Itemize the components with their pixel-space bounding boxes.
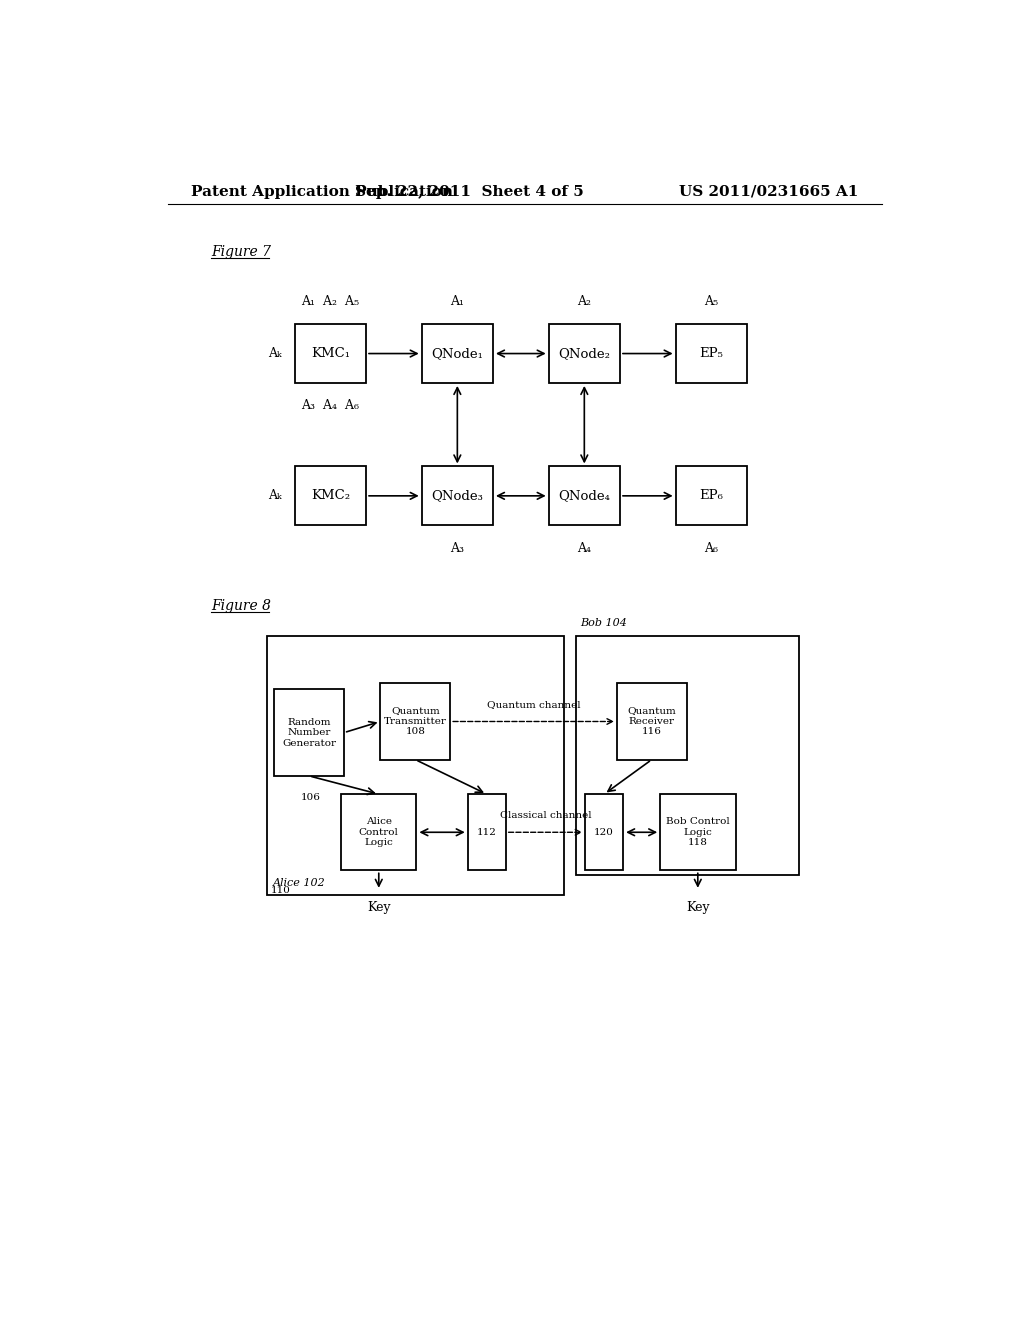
Bar <box>295 325 367 383</box>
Bar <box>274 689 344 776</box>
Bar <box>585 795 624 870</box>
Text: A₆: A₆ <box>705 541 718 554</box>
Bar <box>660 795 735 870</box>
Bar <box>267 636 564 895</box>
Bar <box>549 325 620 383</box>
Text: QNode₁: QNode₁ <box>431 347 483 360</box>
Text: Figure 7: Figure 7 <box>211 246 271 259</box>
Text: Bob 104: Bob 104 <box>581 618 628 628</box>
Text: Quantum
Transmitter
108: Quantum Transmitter 108 <box>384 706 446 737</box>
Text: Quantum channel: Quantum channel <box>486 701 581 709</box>
Text: QNode₂: QNode₂ <box>558 347 610 360</box>
Text: Classical channel: Classical channel <box>500 810 591 820</box>
Text: Key: Key <box>686 900 710 913</box>
Text: EP₆: EP₆ <box>699 490 723 503</box>
Text: 110: 110 <box>270 886 291 895</box>
Text: KMC₁: KMC₁ <box>311 347 350 360</box>
Text: KMC₂: KMC₂ <box>311 490 350 503</box>
Bar <box>295 466 367 525</box>
Text: Figure 8: Figure 8 <box>211 598 271 612</box>
Text: A₃: A₃ <box>451 541 464 554</box>
Text: A₅: A₅ <box>705 294 719 308</box>
Text: A₁  A₂  A₅: A₁ A₂ A₅ <box>301 294 359 308</box>
Bar <box>380 684 451 759</box>
Bar <box>616 684 687 759</box>
Bar <box>676 466 746 525</box>
Text: Aₖ: Aₖ <box>268 490 282 503</box>
Text: Alice 102: Alice 102 <box>272 878 326 888</box>
Text: QNode₄: QNode₄ <box>558 490 610 503</box>
Text: 112: 112 <box>477 828 497 837</box>
Text: Bob Control
Logic
118: Bob Control Logic 118 <box>666 817 730 847</box>
Bar <box>422 325 494 383</box>
Bar <box>577 636 799 875</box>
Bar <box>676 325 746 383</box>
Text: QNode₃: QNode₃ <box>431 490 483 503</box>
Text: Key: Key <box>367 900 390 913</box>
Text: 106: 106 <box>301 793 321 803</box>
Bar <box>422 466 494 525</box>
Text: 120: 120 <box>594 828 614 837</box>
Bar <box>341 795 417 870</box>
Text: Sep. 22, 2011  Sheet 4 of 5: Sep. 22, 2011 Sheet 4 of 5 <box>355 185 584 199</box>
Text: A₃  A₄  A₆: A₃ A₄ A₆ <box>301 399 359 412</box>
Text: EP₅: EP₅ <box>699 347 723 360</box>
Text: Aₖ: Aₖ <box>268 347 282 360</box>
Text: Quantum
Receiver
116: Quantum Receiver 116 <box>628 706 676 737</box>
Text: Random
Number
Generator: Random Number Generator <box>282 718 336 747</box>
Bar <box>468 795 506 870</box>
Text: A₄: A₄ <box>578 541 591 554</box>
Bar <box>549 466 620 525</box>
Text: Patent Application Publication: Patent Application Publication <box>191 185 454 199</box>
Text: A₂: A₂ <box>578 294 591 308</box>
Text: A₁: A₁ <box>451 294 464 308</box>
Text: US 2011/0231665 A1: US 2011/0231665 A1 <box>679 185 858 199</box>
Text: Alice
Control
Logic: Alice Control Logic <box>358 817 398 847</box>
